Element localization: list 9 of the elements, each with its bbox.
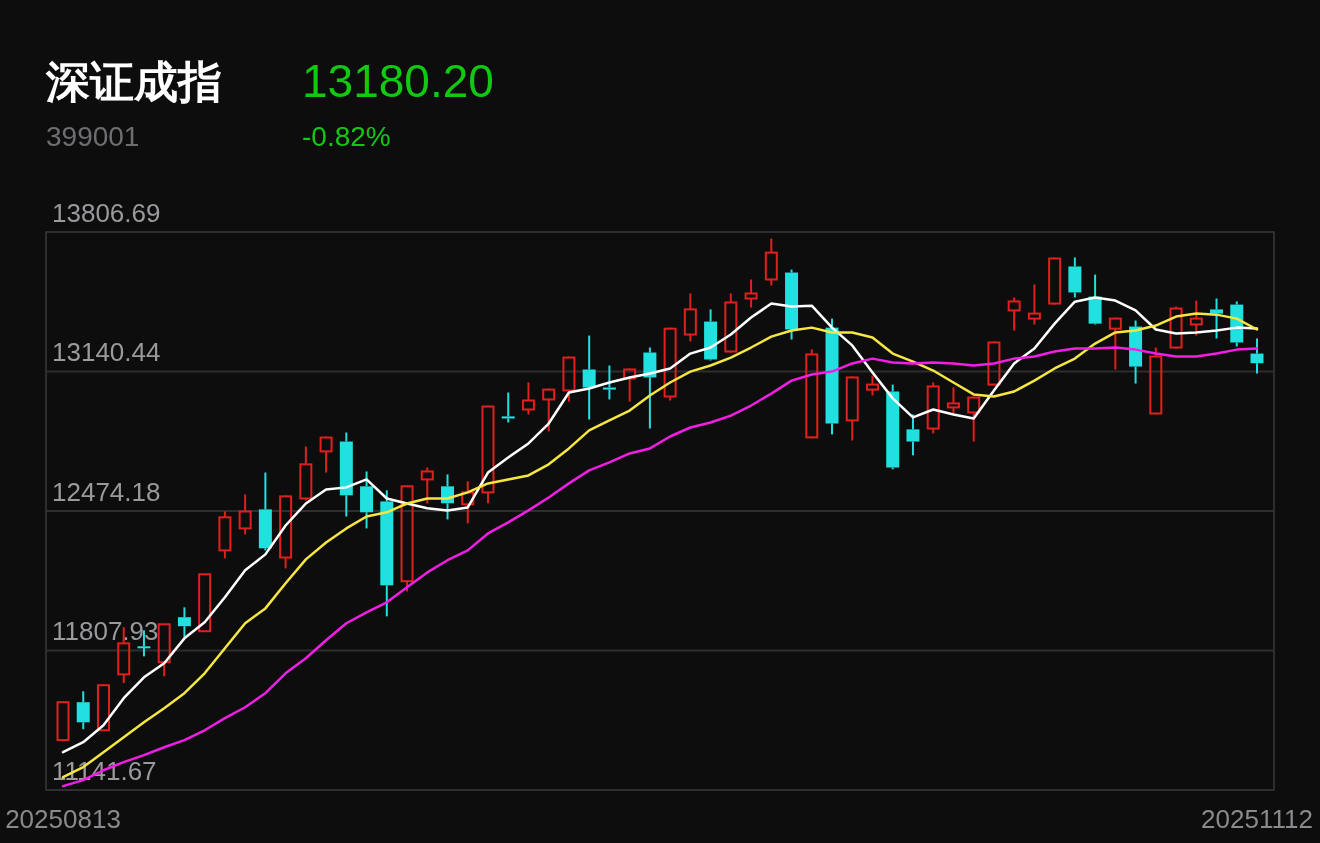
chart-title: 深证成指 xyxy=(45,57,222,106)
y-tick-label: 13806.69 xyxy=(52,198,161,228)
y-tick-label: 13140.44 xyxy=(52,337,161,368)
text: 13180.20 xyxy=(302,55,494,107)
x-tick-label: 20250813 xyxy=(5,804,121,834)
x-tick-label: 20251112 xyxy=(1201,804,1313,834)
text: -0.82% xyxy=(302,121,391,152)
chart-subtitle: 399001 xyxy=(46,121,140,152)
y-tick-label: 12474.18 xyxy=(52,477,161,507)
